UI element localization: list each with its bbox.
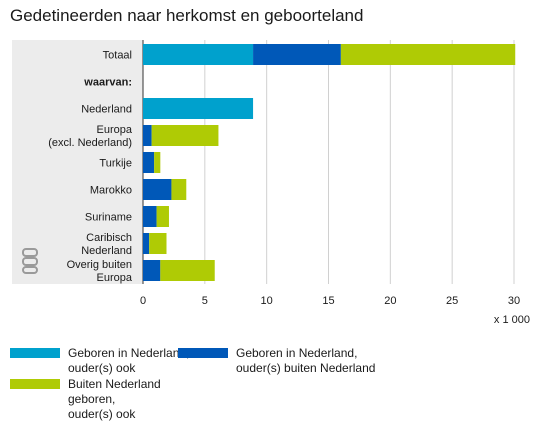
legend-label: Buiten Nederland geboren, ouder(s) ook [68,377,161,421]
category-label: Suriname [85,212,132,224]
bar-segment [160,260,215,281]
x-tick-label: 15 [322,295,334,307]
legend-swatch [178,348,228,358]
x-tick-label: 30 [508,295,520,307]
legend-swatch [10,379,60,389]
bar-segment [151,125,219,146]
category-label: Totaal [103,50,132,62]
category-label: Overig buiten Europa [67,259,133,284]
bar-segment [149,233,167,254]
chart: Totaal waarvan: Nederland Europa (excl. Nede… [12,40,530,326]
legend-item-geboren-nl-ouders-nl: Geboren in Nederland, ouder(s) ook [10,346,190,378]
category-label: Turkije [99,158,132,170]
x-tick-label: 25 [446,295,458,307]
bar-segment [253,44,341,65]
category-label: Marokko [90,185,132,197]
bar-segment [340,44,516,65]
x-tick-label: 0 [140,295,146,307]
legend-item-geboren-nl-ouders-buiten: Geboren in Nederland, ouder(s) buiten Ned… [178,346,398,378]
bar-segment [143,98,254,119]
bar-segment [143,233,150,254]
legend-label: Geboren in Nederland, ouder(s) ook [68,346,190,375]
legend-swatch [10,348,60,358]
bar-segment [171,179,187,200]
cbs-logo-icon [22,248,38,274]
x-tick-label: 20 [384,295,396,307]
category-panel [12,40,143,284]
bar-segment [143,125,152,146]
x-unit-label: x 1 000 [494,314,530,326]
legend-item-buiten-nl-geboren: Buiten Nederland geboren, ouder(s) ook [10,377,210,421]
bar-segment [143,179,172,200]
legend-label: Geboren in Nederland, ouder(s) buiten Ned… [236,346,376,375]
bar-segment [154,152,161,173]
bar-segment [143,260,161,281]
category-label: Nederland [81,104,132,116]
plot-area [143,40,530,284]
bar-segment [156,206,169,227]
category-label: waarvan: [83,77,132,89]
bar-segment [143,206,157,227]
chart-title: Gedetineerden naar herkomst en geboortel… [10,6,364,25]
category-label: Europa (excl. Nederland) [48,124,133,149]
x-tick-label: 10 [261,295,273,307]
bar-segment [143,44,254,65]
bar-segment [143,152,155,173]
category-label: Caribisch Nederland [81,232,132,257]
x-tick-label: 5 [202,295,208,307]
